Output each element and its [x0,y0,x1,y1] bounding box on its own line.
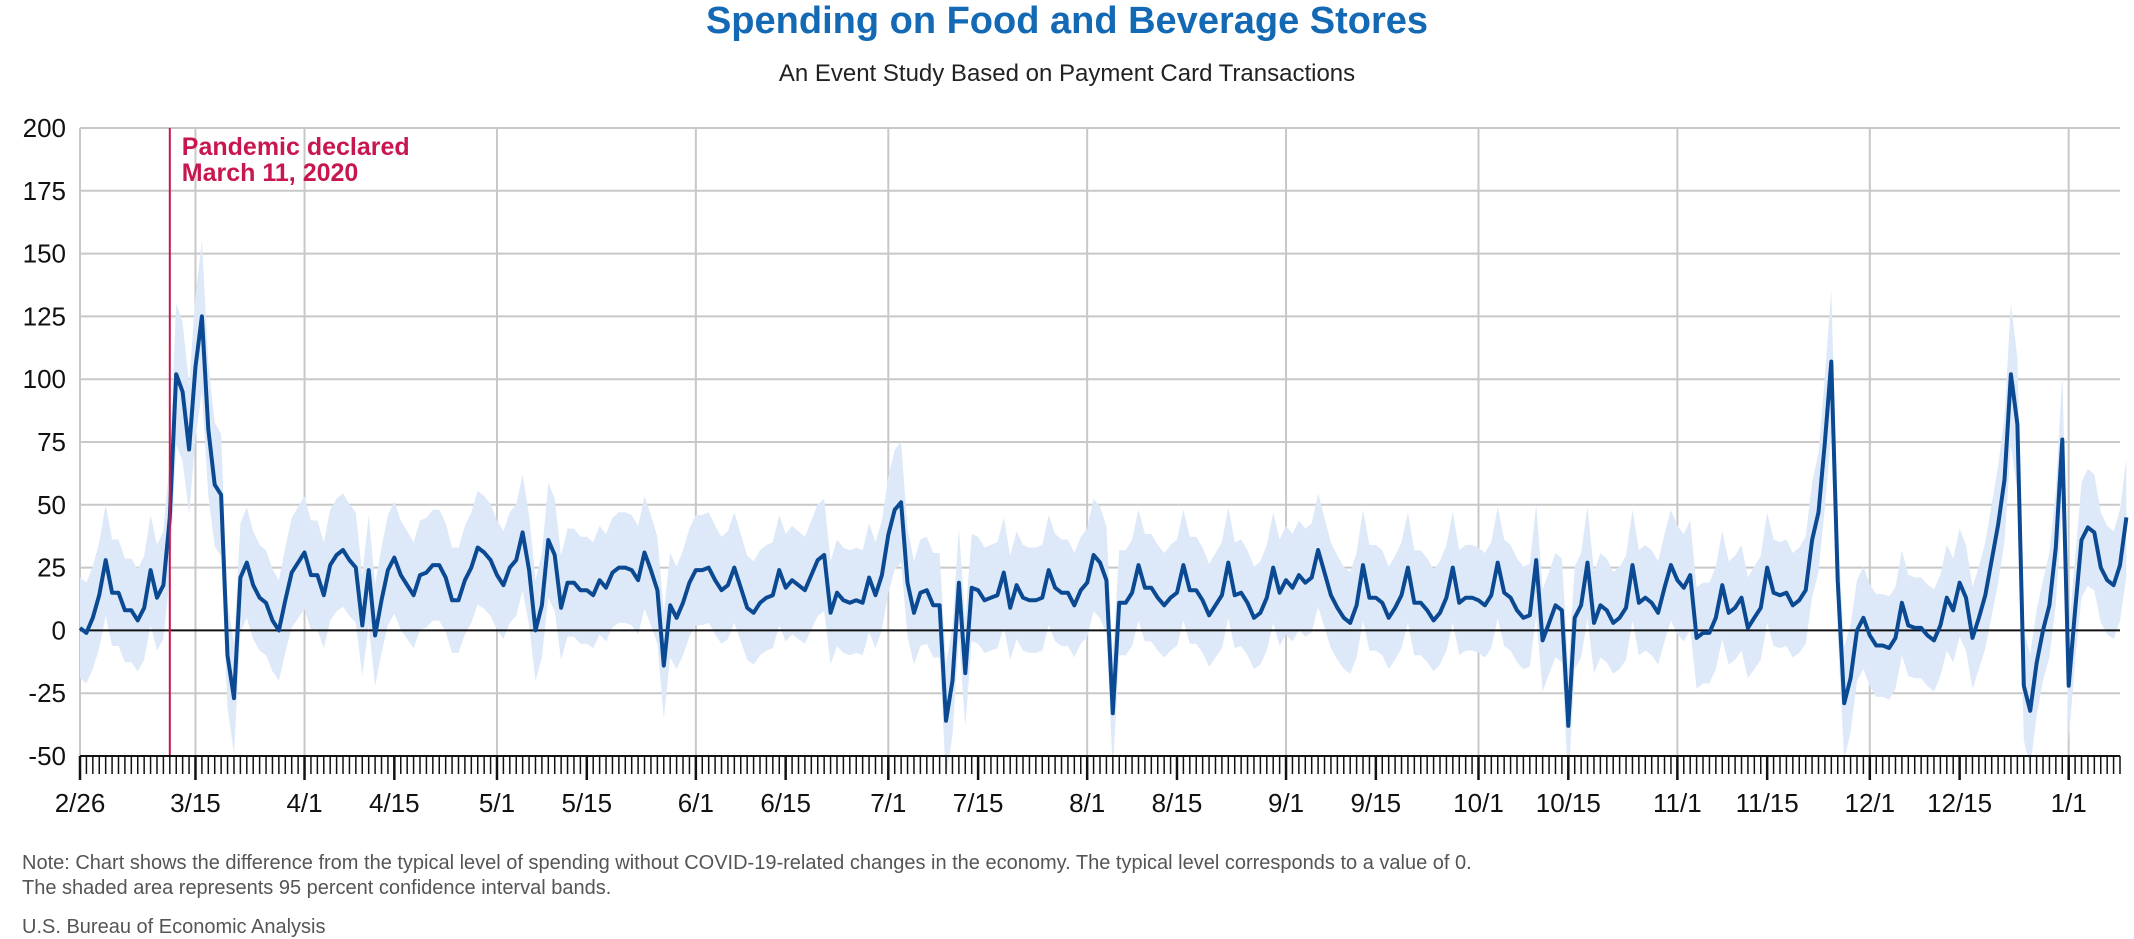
x-tick-label: 12/15 [1927,788,1992,818]
x-tick-label: 3/15 [170,788,221,818]
x-tick-label: 10/1 [1453,788,1504,818]
x-tick-label: 9/15 [1351,788,1402,818]
x-tick-label: 12/1 [1845,788,1896,818]
x-tick-label: 5/1 [479,788,515,818]
x-tick-label: 9/1 [1268,788,1304,818]
y-tick-label: -50 [28,741,66,771]
y-tick-label: 0 [52,615,66,645]
x-tick-label: 6/15 [760,788,811,818]
y-tick-label: 200 [23,113,66,143]
y-tick-label: 175 [23,176,66,206]
confidence-band [80,241,2127,784]
x-tick-label: 6/1 [678,788,714,818]
x-tick-label: 11/1 [1653,788,1702,818]
x-tick-label: 8/15 [1152,788,1203,818]
annotation-line-1: Pandemic declared [182,133,410,161]
y-tick-label: 50 [37,490,66,520]
chart-note-line-2: The shaded area represents 95 percent co… [22,877,612,899]
chart-title: Spending on Food and Beverage Stores [705,0,1429,42]
x-tick-label: 4/15 [369,788,420,818]
x-tick-label: 1/1 [2051,788,2087,818]
y-tick-label: -25 [28,678,66,708]
x-tick-label: 8/1 [1069,788,1105,818]
spending-line [78,314,2129,728]
chart-note-line-1: Note: Chart shows the difference from th… [22,852,1472,874]
confidence-interval-band [80,241,2127,784]
y-tick-label: 150 [23,239,66,269]
x-tick-label: 7/1 [870,788,906,818]
chart-subtitle: An Event Study Based on Payment Card Tra… [778,60,1356,87]
x-tick-label: 5/15 [561,788,612,818]
x-tick-label: 2/26 [55,788,106,818]
source-credit: U.S. Bureau of Economic Analysis [22,916,326,938]
x-tick-label: 10/15 [1536,788,1601,818]
axes: -50 -25 0 25 50 75 100 125 150 175 200 2/26 3/15 4/1 4… [23,113,2121,818]
gridlines [79,127,2120,757]
y-tick-label: 25 [37,553,66,583]
data-series [78,314,2129,728]
x-tick-label: 4/1 [286,788,322,818]
y-tick-label: 75 [37,427,66,457]
y-tick-label: 125 [23,301,66,331]
annotation-line-2: March 11, 2020 [182,159,359,187]
x-tick-label: 11/15 [1736,788,1799,818]
y-tick-label: 100 [23,364,66,394]
x-tick-label: 7/15 [953,788,1004,818]
